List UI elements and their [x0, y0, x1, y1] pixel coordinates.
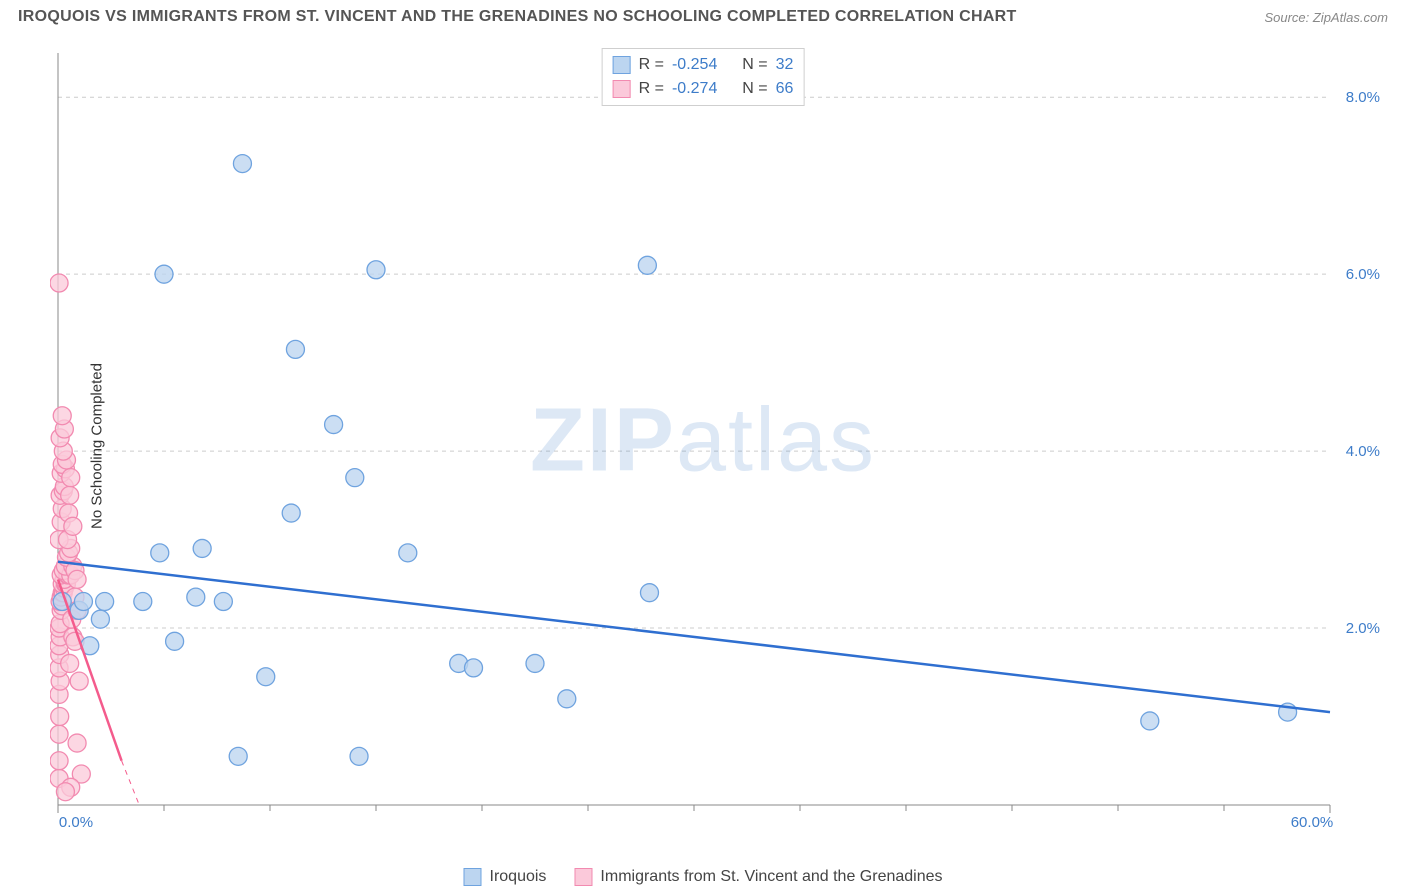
legend-correlation: R = -0.254 N = 32 R = -0.274 N = 66: [602, 48, 805, 106]
svg-text:2.0%: 2.0%: [1346, 620, 1380, 637]
legend-N-label: N =: [742, 53, 767, 77]
legend-row-2: R = -0.274 N = 66: [613, 77, 794, 101]
legend-N-value-1: 32: [776, 53, 794, 77]
svg-text:4.0%: 4.0%: [1346, 443, 1380, 460]
legend-swatch-blue: [613, 56, 631, 74]
svg-text:6.0%: 6.0%: [1346, 266, 1380, 283]
chart-title: IROQUOIS VS IMMIGRANTS FROM ST. VINCENT …: [18, 8, 1017, 26]
legend-swatch-immigrants: [574, 868, 592, 886]
legend-item-iroquois: Iroquois: [463, 868, 546, 886]
legend-R-value-2: -0.274: [672, 77, 717, 101]
legend-label-immigrants: Immigrants from St. Vincent and the Gren…: [600, 868, 942, 886]
legend-series: Iroquois Immigrants from St. Vincent and…: [463, 868, 942, 886]
svg-text:0.0%: 0.0%: [59, 814, 93, 831]
legend-N-label: N =: [742, 77, 767, 101]
plot-area: 2.0% 4.0% 6.0% 8.0% 0.0% 60.0%: [50, 45, 1390, 835]
legend-swatch-pink: [613, 80, 631, 98]
legend-label-iroquois: Iroquois: [489, 868, 546, 886]
legend-swatch-iroquois: [463, 868, 481, 886]
source-label: Source: ZipAtlas.com: [1264, 10, 1388, 25]
legend-item-immigrants: Immigrants from St. Vincent and the Gren…: [574, 868, 942, 886]
legend-row-1: R = -0.254 N = 32: [613, 53, 794, 77]
legend-R-label: R =: [639, 53, 664, 77]
legend-N-value-2: 66: [776, 77, 794, 101]
chart-svg: 2.0% 4.0% 6.0% 8.0% 0.0% 60.0%: [50, 45, 1390, 835]
legend-R-label: R =: [639, 77, 664, 101]
svg-text:60.0%: 60.0%: [1291, 814, 1334, 831]
legend-R-value-1: -0.254: [672, 53, 717, 77]
svg-text:8.0%: 8.0%: [1346, 89, 1380, 106]
